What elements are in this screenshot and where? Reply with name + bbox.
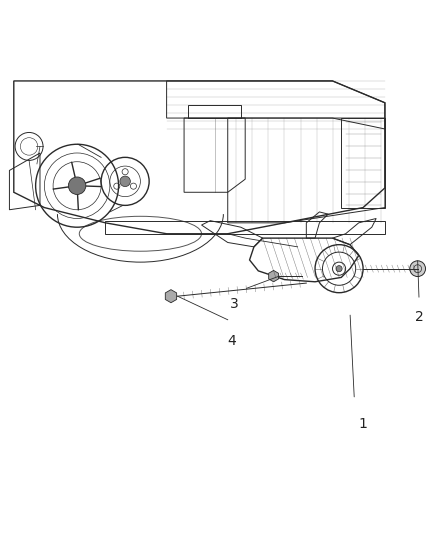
Text: 1: 1	[359, 417, 367, 431]
Circle shape	[336, 265, 342, 272]
Text: 3: 3	[230, 296, 239, 311]
Text: 4: 4	[228, 334, 237, 348]
Polygon shape	[268, 270, 279, 282]
Circle shape	[120, 176, 131, 187]
Circle shape	[410, 261, 426, 277]
Circle shape	[68, 177, 86, 195]
Text: 2: 2	[416, 310, 424, 324]
Polygon shape	[165, 289, 177, 303]
